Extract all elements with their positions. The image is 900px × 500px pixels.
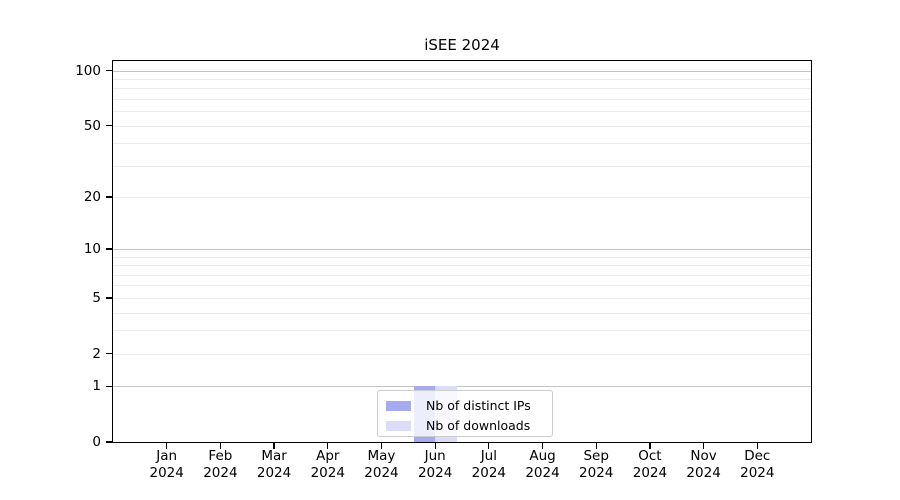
x-tick-jun <box>434 442 436 449</box>
x-tick-feb <box>219 442 222 449</box>
x-tick-nov <box>702 442 705 449</box>
y-tick-2 <box>106 352 113 355</box>
y-tick-1 <box>106 385 113 387</box>
y-gridline-30 <box>113 165 811 167</box>
y-tick-10 <box>106 248 113 250</box>
x-tick-label-jan: Jan 2024 <box>149 448 184 481</box>
y-gridline-2 <box>113 353 811 355</box>
y-gridline-50 <box>113 125 811 127</box>
y-tick-label-100: 100 <box>75 62 101 79</box>
y-tick-label-1: 1 <box>92 378 101 395</box>
legend-item-downloads: Nb of downloads <box>386 416 552 435</box>
y-gridline-5 <box>113 297 811 299</box>
legend-label-distinct-ips: Nb of distinct IPs <box>426 397 531 413</box>
x-tick-label-oct: Oct 2024 <box>632 448 668 481</box>
y-tick-label-50: 50 <box>83 117 101 134</box>
y-gridline-70 <box>113 99 811 101</box>
x-tick-sep <box>595 442 597 449</box>
y-gridline-10 <box>113 249 811 251</box>
y-tick-50 <box>106 125 113 127</box>
x-tick-label-feb: Feb 2024 <box>203 448 238 481</box>
y-tick-label-20: 20 <box>83 189 101 206</box>
y-gridline-90 <box>113 79 811 81</box>
y-gridline-7 <box>113 274 811 276</box>
x-tick-label-sep: Sep 2024 <box>579 448 614 481</box>
y-tick-label-0: 0 <box>92 434 101 450</box>
y-tick-100 <box>106 70 113 72</box>
legend-label-downloads: Nb of downloads <box>426 417 531 433</box>
y-gridline-4 <box>113 312 811 314</box>
x-tick-label-jul: Jul 2024 <box>471 448 507 481</box>
y-gridline-8 <box>113 265 811 267</box>
y-tick-5 <box>106 297 113 299</box>
x-tick-jan <box>166 442 168 449</box>
x-tick-label-apr: Apr 2024 <box>310 448 345 481</box>
x-tick-label-jun: Jun 2024 <box>417 448 453 481</box>
x-tick-mar <box>273 442 275 449</box>
y-tick-0 <box>106 441 113 443</box>
x-tick-jul <box>488 442 490 449</box>
x-tick-oct <box>649 442 651 449</box>
y-tick-label-10: 10 <box>83 241 101 258</box>
legend: Nb of distinct IPs Nb of downloads <box>377 390 553 437</box>
x-tick-label-dec: Dec 2024 <box>740 448 775 481</box>
x-tick-label-aug: Aug 2024 <box>525 448 560 481</box>
y-gridline-3 <box>113 330 811 332</box>
y-gridline-60 <box>113 111 811 113</box>
y-gridline-1 <box>113 386 811 388</box>
y-gridline-80 <box>113 88 811 90</box>
y-gridline-6 <box>113 285 811 287</box>
legend-swatch-downloads <box>386 420 411 431</box>
y-tick-label-5: 5 <box>92 289 101 306</box>
y-tick-label-2: 2 <box>92 345 101 362</box>
plot-area <box>112 60 812 443</box>
x-tick-may <box>380 442 383 449</box>
legend-swatch-distinct-ips <box>386 400 411 411</box>
x-tick-label-mar: Mar 2024 <box>256 448 292 481</box>
x-tick-dec <box>756 442 758 449</box>
y-gridline-20 <box>113 197 811 199</box>
y-gridline-40 <box>113 143 811 145</box>
x-tick-aug <box>541 442 544 449</box>
y-tick-20 <box>106 196 113 198</box>
y-gridline-9 <box>113 256 811 258</box>
x-tick-label-may: May 2024 <box>364 448 399 481</box>
chart-title: iSEE 2024 <box>424 36 500 54</box>
y-gridline-100 <box>113 70 811 72</box>
x-tick-apr <box>327 442 329 449</box>
x-tick-label-nov: Nov 2024 <box>686 448 721 481</box>
legend-item-distinct-ips: Nb of distinct IPs <box>386 396 552 415</box>
